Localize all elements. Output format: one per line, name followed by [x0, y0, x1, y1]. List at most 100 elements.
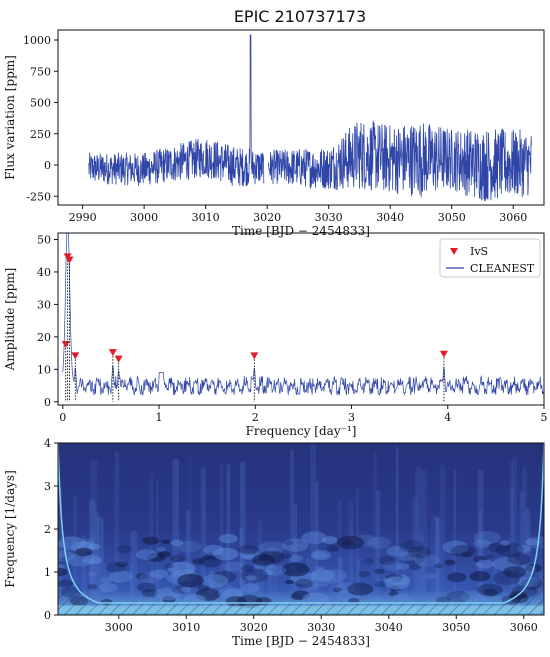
wavelet-blob	[503, 566, 527, 578]
wavelet-blob	[240, 568, 269, 583]
wavelet-blob	[154, 587, 181, 601]
wavelet-blob	[87, 571, 97, 577]
wavelet-blob	[139, 571, 163, 584]
wavelet-streak	[435, 518, 440, 607]
wavelet-streak	[337, 500, 342, 607]
lc-ytick-label: 250	[30, 128, 51, 141]
wavelet-blob	[158, 551, 171, 558]
wv-ytick-label: 4	[44, 437, 51, 450]
wavelet-blob	[474, 591, 500, 605]
lc-frame	[57, 29, 545, 206]
wavelet-blob	[495, 542, 524, 557]
light-curve-line	[88, 34, 533, 202]
pg-xtick-label: 5	[541, 411, 548, 424]
legend-box	[439, 238, 541, 278]
wv-xtick-label: 3060	[510, 621, 538, 634]
wavelet-blob	[99, 582, 118, 593]
wavelet-blob	[413, 553, 440, 567]
wavelet-blob	[374, 581, 387, 588]
wavelet-blob	[321, 536, 338, 545]
wavelet-blob	[108, 570, 133, 583]
wavelet-blob	[408, 564, 421, 571]
wavelet-blob	[201, 555, 212, 561]
wavelet-streak	[172, 458, 180, 607]
wv-ytick-label: 2	[44, 523, 51, 536]
wavelet-blob	[294, 578, 314, 589]
wavelet-blob	[75, 547, 93, 557]
wavelet-streak	[101, 520, 105, 607]
wavelet-blob	[383, 561, 403, 571]
lc-ytick-label: 750	[30, 65, 51, 78]
wavelet-blob	[82, 554, 102, 565]
wavelet-blob	[347, 582, 373, 596]
wavelet-streak	[395, 446, 399, 607]
wavelet-blob	[184, 569, 195, 575]
ivs-marker	[250, 352, 259, 360]
wavelet-blob	[201, 574, 229, 588]
ivs-marker	[71, 352, 80, 360]
pg-ytick-label: 40	[37, 266, 51, 279]
pg-ytick-label: 20	[37, 331, 51, 344]
wavelet-blob	[507, 553, 532, 566]
wv-ytick-label: 3	[44, 480, 51, 493]
wavelet-streak	[376, 490, 381, 607]
wavelet-blob	[320, 569, 348, 583]
wavelet-blob	[477, 583, 503, 597]
wavelet-blob	[242, 552, 255, 560]
wavelet-blob	[290, 594, 302, 600]
wavelet-blob	[218, 533, 238, 544]
wavelet-streak	[430, 515, 438, 607]
wavelet-blob	[262, 569, 274, 576]
wavelet-blob	[515, 545, 531, 553]
wavelet-blob	[288, 554, 304, 563]
lc-ytick-label: 1000	[23, 34, 51, 47]
wavelet-blob	[141, 589, 159, 598]
wavelet-blob	[367, 536, 392, 549]
wavelet-blob	[399, 540, 425, 553]
wavelet-blob	[332, 587, 343, 593]
wavelet-streak	[453, 469, 457, 607]
ivs-marker	[61, 340, 70, 348]
wv-xtick-label: 3010	[172, 621, 200, 634]
wavelet-blob	[87, 584, 98, 590]
wavelet-blob	[156, 546, 167, 552]
wavelet-streak	[435, 515, 441, 607]
wavelet-blob	[197, 584, 211, 591]
wavelet-blob	[525, 538, 540, 546]
wavelet-blob	[447, 572, 467, 582]
wavelet-blob	[436, 596, 451, 604]
wv-ytick-label: 0	[44, 609, 51, 622]
wavelet-blob	[310, 550, 332, 561]
wavelet-blob	[177, 540, 201, 553]
wavelet-blob	[264, 565, 287, 576]
wavelet-blob	[336, 589, 361, 602]
wavelet-blob	[240, 564, 254, 572]
wavelet-blob	[212, 547, 239, 561]
wavelet-streak	[239, 527, 243, 607]
pg-ylabel: Amplitude [ppm]	[3, 268, 17, 372]
wavelet-streak	[411, 496, 419, 607]
pg-xlabel: Frequency [day⁻¹]	[246, 424, 357, 438]
periodogram-legend: IvS CLEANEST	[439, 238, 541, 278]
wavelet-streak	[373, 452, 377, 607]
pg-ytick-label: 10	[37, 363, 51, 376]
ivs-marker	[108, 349, 117, 357]
wavelet-blob	[483, 588, 498, 597]
wavelet-blob	[434, 563, 444, 569]
wavelet-blob	[460, 590, 488, 604]
wavelet-blob	[473, 539, 491, 548]
wavelet-blob	[302, 581, 320, 591]
wavelet-blob	[170, 554, 186, 563]
wavelet-blob	[266, 546, 277, 553]
lc-xtick-label: 2990	[69, 211, 97, 224]
wavelet-image	[58, 443, 544, 615]
wavelet-blob	[301, 531, 327, 545]
lc-xtick-label: 3060	[499, 211, 527, 224]
wavelet-blob	[81, 538, 95, 546]
ivs-marker	[439, 350, 448, 358]
lc-xtick-label: 3030	[315, 211, 343, 224]
legend-ivs-marker	[450, 248, 458, 255]
lc-xtick-label: 3050	[438, 211, 466, 224]
wavelet-blob	[258, 541, 286, 555]
wavelet-blob	[170, 539, 184, 547]
